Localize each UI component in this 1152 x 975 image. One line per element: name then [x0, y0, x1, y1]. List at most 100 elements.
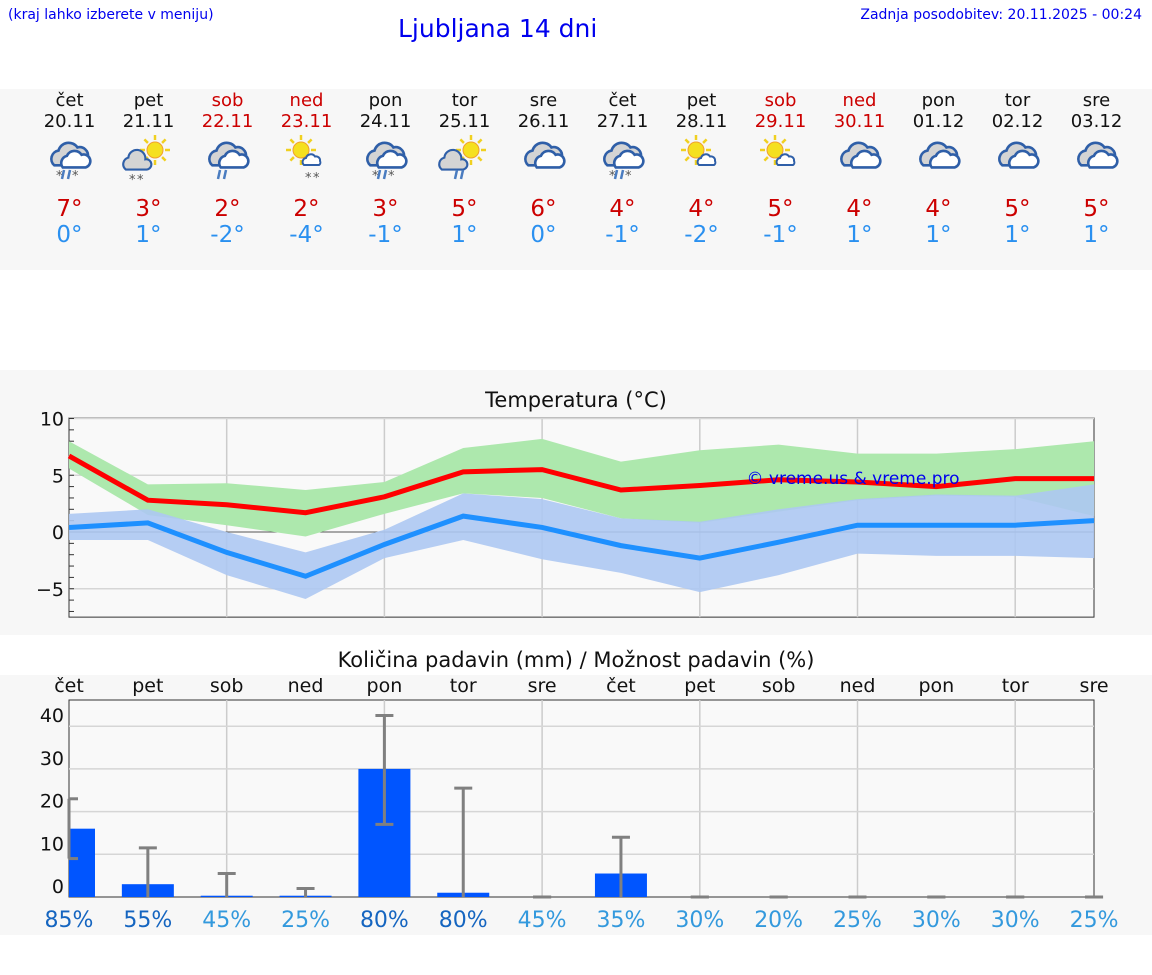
max-temp: 3°: [372, 196, 399, 222]
y-tick-label: 10: [40, 833, 64, 855]
day-column: čet 27.11 * * 4° -1°: [583, 89, 662, 248]
overcast-rain-snow-icon: * *: [365, 141, 408, 184]
min-temp: -1°: [763, 222, 798, 248]
day-column: pon 01.12 4° 1°: [899, 89, 978, 248]
min-temp-line: [68, 513, 1095, 579]
day-column: sre 26.11 6° 0°: [504, 89, 583, 248]
max-temp: 6°: [530, 196, 557, 222]
overcast-icon: [839, 141, 882, 169]
max-temp: 2°: [293, 196, 320, 222]
min-temp: 1°: [846, 222, 873, 248]
svg-text:*: *: [388, 169, 395, 184]
day-date: 20.11: [43, 111, 96, 132]
max-temp: 4°: [846, 196, 873, 222]
svg-text:*: *: [129, 173, 136, 188]
precip-probability: 35%: [596, 908, 645, 933]
y-tick-label: 40: [40, 705, 64, 727]
precip-probability: 55%: [123, 908, 172, 933]
day-column: tor 02.12 5° 1°: [978, 89, 1057, 248]
max-temp: 5°: [451, 196, 478, 222]
min-temp: -2°: [210, 222, 245, 248]
day-name: ned: [289, 90, 324, 111]
precipitation-chart-title: Količina padavin (mm) / Možnost padavin …: [337, 648, 815, 672]
precip-probability: 25%: [1070, 908, 1119, 933]
overcast-icon: [1076, 141, 1119, 169]
max-temp: 5°: [1004, 196, 1031, 222]
max-temp: 3°: [135, 196, 162, 222]
min-temp: -1°: [368, 222, 403, 248]
day-name: pet: [686, 90, 717, 111]
max-temp: 7°: [56, 196, 83, 222]
max-temp: 5°: [1083, 196, 1110, 222]
precip-probability: 30%: [991, 908, 1040, 933]
day-name: pon: [921, 90, 956, 111]
sun-small-cloud-icon: [759, 135, 795, 166]
precip-probability: 30%: [912, 908, 961, 933]
day-date: 25.11: [438, 111, 491, 132]
precip-probability: 30%: [675, 908, 724, 933]
day-label: tor: [1002, 675, 1029, 697]
max-temp: 4°: [609, 196, 636, 222]
min-temp: 0°: [530, 222, 557, 248]
precip-probability: 20%: [754, 908, 803, 933]
overcast-rain-icon: [207, 141, 250, 180]
day-column: čet 20.11 * * 7° 0°: [30, 89, 109, 248]
precip-probability: 45%: [518, 908, 567, 933]
sun-cloud-rain-icon: [437, 135, 486, 180]
temperature-chart: 10 5 0 −5 © vreme.us & vreme.pro: [36, 410, 1095, 618]
day-label: sre: [1080, 675, 1109, 697]
day-name: tor: [451, 90, 478, 111]
day-label: sob: [762, 675, 796, 697]
precip-probability: 25%: [281, 908, 330, 933]
y-tick-label: 10: [40, 410, 64, 431]
day-label: pet: [684, 675, 715, 697]
day-column: ned 23.11 * * 2° -4°: [267, 89, 346, 248]
day-name: čet: [608, 90, 637, 111]
day-name: sob: [211, 90, 244, 111]
day-date: 03.12: [1070, 111, 1123, 132]
svg-text:*: *: [609, 169, 616, 184]
sun-cloud-snow-icon: * *: [121, 135, 170, 188]
y-tick-label: 0: [52, 522, 64, 544]
precip-probability: 85%: [45, 908, 94, 933]
day-column: pet 21.11 * * 3° 1°: [109, 89, 188, 248]
svg-text:*: *: [372, 169, 379, 184]
sun-small-cloud-snow-icon: * *: [285, 135, 321, 186]
precipitation-chart: čet pet sob ned pon tor sre čet pet sob ned pon tor s…: [40, 675, 1119, 933]
day-label: ned: [288, 675, 324, 697]
day-label: čet: [606, 675, 636, 697]
svg-text:*: *: [625, 169, 632, 184]
day-column: sre 03.12 5° 1°: [1057, 89, 1136, 248]
day-label: pon: [367, 675, 403, 697]
min-temp: -2°: [684, 222, 719, 248]
overcast-rain-snow-icon: * *: [49, 141, 92, 184]
overcast-icon: [918, 141, 961, 169]
day-date: 24.11: [359, 111, 412, 132]
svg-text:*: *: [72, 169, 79, 184]
day-name: sre: [1082, 90, 1111, 111]
day-column: sob 29.11 5° -1°: [741, 89, 820, 248]
day-label: čet: [54, 675, 84, 697]
svg-text:*: *: [56, 169, 63, 184]
max-temp: 4°: [688, 196, 715, 222]
day-name: tor: [1004, 90, 1031, 111]
day-date: 01.12: [912, 111, 965, 132]
day-label: pon: [918, 675, 954, 697]
precip-probability: 80%: [360, 908, 409, 933]
y-tick-label: 5: [52, 465, 64, 487]
svg-text:*: *: [305, 171, 312, 186]
y-tick-label: 0: [52, 876, 64, 898]
day-name: sob: [764, 90, 797, 111]
min-temp: -4°: [289, 222, 324, 248]
overcast-rain-snow-icon: * *: [602, 141, 645, 184]
day-column: tor 25.11 5° 1°: [425, 89, 504, 248]
precip-probability: 25%: [833, 908, 882, 933]
max-temp-band: [69, 438, 1095, 537]
day-date: 22.11: [201, 111, 254, 132]
day-column: pon 24.11 * * 3° -1°: [346, 89, 425, 248]
min-temp: 1°: [1083, 222, 1110, 248]
max-temp: 5°: [767, 196, 794, 222]
precip-bar: [69, 828, 95, 897]
day-label: tor: [450, 675, 477, 697]
plot-area: [68, 699, 1095, 898]
